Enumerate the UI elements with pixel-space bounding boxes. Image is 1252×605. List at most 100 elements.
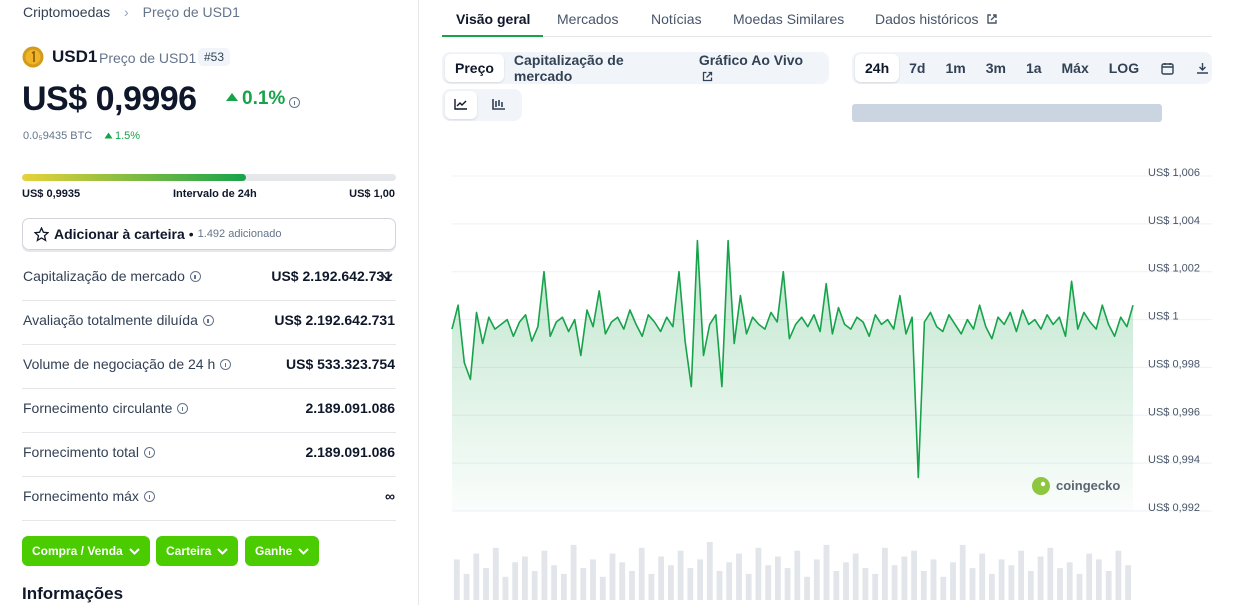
volume-bar [463,573,470,600]
chart-tab[interactable]: Capitalização de mercado [513,52,624,84]
volume-bar [911,550,917,600]
volume-bar [1086,553,1093,600]
watchlist-button[interactable]: Adicionar à carteira • 1.492 adicionado [22,218,396,250]
volume-bar [483,568,489,600]
separator [22,432,396,433]
tab[interactable]: Dados históricos [875,11,998,27]
y-tick-label: US$ 1,006 [1148,167,1200,179]
volume-bar [852,553,859,600]
volume-bar [668,565,674,600]
timeframe[interactable]: LOG [1108,60,1140,76]
btc-price: 0.0₅9435 BTC [23,130,93,142]
timeframe[interactable]: 7d [909,60,926,76]
coin-symbol: USD1 [52,47,98,66]
stat-label: Fornecimento total [23,444,155,460]
volume-bar [1115,550,1122,600]
volume-bar [862,568,869,600]
volume-bar [775,556,781,600]
volume-bar [1018,550,1024,600]
volume-bar [872,573,879,600]
volume-bar [697,559,703,600]
stat-label-text: Capitalização de mercado [23,268,185,284]
line-chart-button[interactable] [445,91,477,119]
volume-bar [979,553,986,600]
breadcrumb-link[interactable]: Criptomoedas [23,4,111,20]
chart-type [442,89,522,121]
volume-bar [843,562,849,600]
y-tick-label: US$ 0,992 [1148,502,1200,514]
volume-bar [1076,573,1083,600]
chevron[interactable] [381,273,393,281]
watermark-text: coingecko [1056,478,1120,493]
tab[interactable]: Notícias [651,11,702,27]
earn-button[interactable]: Ganhe [245,536,320,566]
breadcrumb: Criptomoedas › Preço de USD1 [23,4,240,20]
volume-bar [950,562,956,600]
volume-bar [794,550,801,600]
buy-sell-button[interactable]: Compra / Venda [22,536,150,566]
coin-rank: #53 [198,48,231,66]
up-arrow [226,93,238,101]
info-icon[interactable] [143,491,155,502]
volume-bar [473,553,480,600]
timeframe[interactable]: 3m [985,60,1006,76]
info-icon[interactable] [177,403,189,414]
timeframe-active[interactable]: 24h [855,54,900,82]
volume-bar [629,571,635,600]
volume-bar [551,565,557,600]
area-fill [452,240,1133,511]
breadcrumb-separator: › [124,4,129,20]
range-low: US$ 0,9935 [22,188,81,200]
external-icon [702,71,712,82]
volume-bar [765,565,772,600]
price-line [451,239,1134,479]
watermark: coingecko [1032,477,1120,495]
volume-bar [1027,571,1034,600]
separator [22,476,396,477]
chart-tab-active[interactable]: Preço [445,54,504,82]
volume-bar [833,571,840,600]
info-icon[interactable] [143,447,155,458]
volume-bar [648,573,655,600]
coin-name: Preço de USD1 [99,50,197,66]
chart-tab[interactable]: Gráfico Ao Vivo [689,46,826,90]
calendar-icon[interactable] [1161,62,1174,75]
tab[interactable]: Mercados [557,11,619,27]
volume-bar [531,571,538,600]
btc-change: 1.5% [115,130,141,142]
stat-value: ∞ [385,488,395,504]
breadcrumb-current: Preço de USD1 [142,4,240,20]
volume-bar [998,559,1005,600]
info-icon[interactable] [189,271,201,282]
timeframe[interactable]: 1m [945,60,966,76]
wallet-button[interactable]: Carteira [156,536,239,566]
stat-label: Fornecimento máx [23,488,155,504]
volume-bar [580,568,587,600]
chevron [298,547,310,555]
volume-bar [804,576,810,600]
download-icon[interactable] [1196,62,1209,75]
volume-bar [599,576,606,600]
chevron [217,547,229,555]
volume-bar [901,556,908,600]
info-icon[interactable] [220,359,232,370]
chevron [128,547,140,555]
info-icon[interactable] [289,97,300,108]
tab-active[interactable]: Visão geral [456,11,531,27]
timeframe[interactable]: 1a [1025,60,1042,76]
separator [22,388,396,389]
volume-bar [1057,568,1063,600]
volume-bar [1037,556,1044,600]
stat-value: 2.189.091.086 [305,400,395,416]
candle-chart-button[interactable] [483,91,515,119]
tab[interactable]: Moedas Similares [733,11,845,27]
stat-label: Capitalização de mercado [23,268,201,284]
info-icon[interactable] [202,315,214,326]
stat-label-text: Fornecimento circulante [23,400,173,416]
volume-bar [1047,547,1054,600]
volume-bar [882,547,888,600]
timeframe[interactable]: Máx [1061,60,1089,76]
range-high: US$ 1,00 [349,188,395,200]
volume-bar [590,559,596,600]
y-tick-label: US$ 0,998 [1148,358,1200,370]
